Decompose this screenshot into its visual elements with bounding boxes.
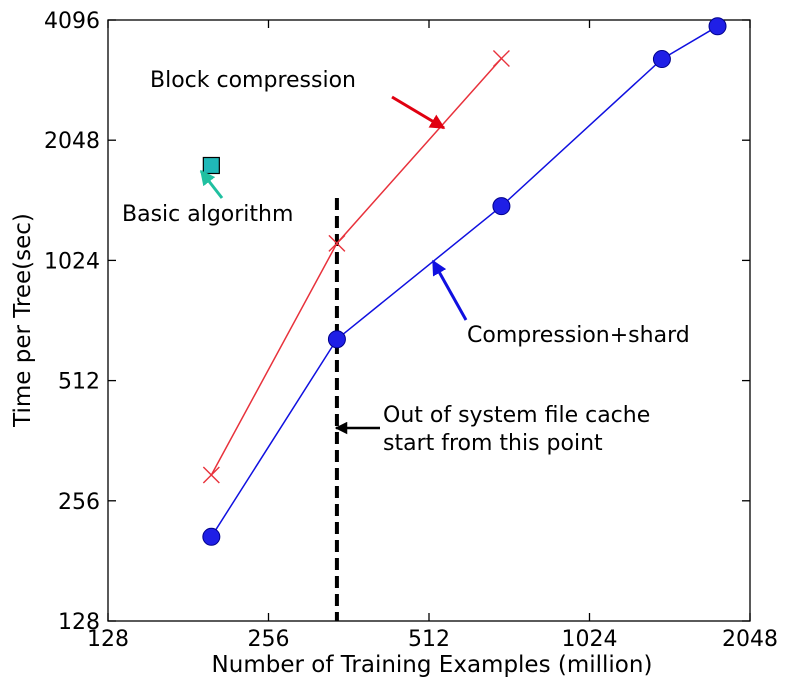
y-tick-label: 128 <box>58 610 100 635</box>
annotation-basic-algorithm: Basic algorithm <box>122 202 293 227</box>
data-point-block <box>328 234 346 252</box>
series-line-shard <box>210 25 718 538</box>
annotation-cache-line1: Out of system file cache <box>383 403 650 428</box>
data-point-shard <box>327 330 346 349</box>
y-tick-label: 1024 <box>44 249 100 274</box>
y-axis-label: Time per Tree(sec) <box>10 213 36 428</box>
annotation-compression-shard: Compression+shard <box>467 323 690 348</box>
annotation-block-compression: Block compression <box>150 68 356 93</box>
x-tick-label: 512 <box>408 627 450 652</box>
x-tick-label: 1024 <box>562 627 618 652</box>
data-point-basic <box>202 156 220 175</box>
annotation-shard-arrow <box>431 259 468 321</box>
data-point-shard <box>708 17 727 36</box>
axis-ticks: 128 256 512 1024 2048 128 256 512 1024 2048 4096 <box>44 9 778 652</box>
y-tick-label: 256 <box>58 490 100 515</box>
data-point-shard <box>492 197 511 216</box>
y-tick-label: 512 <box>58 370 100 395</box>
y-tick-label: 2048 <box>44 129 100 154</box>
series-group <box>202 17 727 546</box>
data-point-block <box>202 466 220 484</box>
x-tick-label: 2048 <box>722 627 778 652</box>
data-point-shard <box>652 50 671 69</box>
x-axis-label: Number of Training Examples (million) <box>212 652 653 678</box>
data-point-shard <box>202 527 221 546</box>
plot-frame <box>107 19 751 622</box>
annotation-basic-arrow <box>199 169 224 199</box>
x-tick-label: 256 <box>248 627 290 652</box>
y-tick-label: 4096 <box>44 9 100 34</box>
annotation-cache-line2: start from this point <box>383 431 603 456</box>
annotation-block-arrow <box>391 95 446 130</box>
x-tick-label: 128 <box>87 627 129 652</box>
data-point-block <box>492 50 510 68</box>
